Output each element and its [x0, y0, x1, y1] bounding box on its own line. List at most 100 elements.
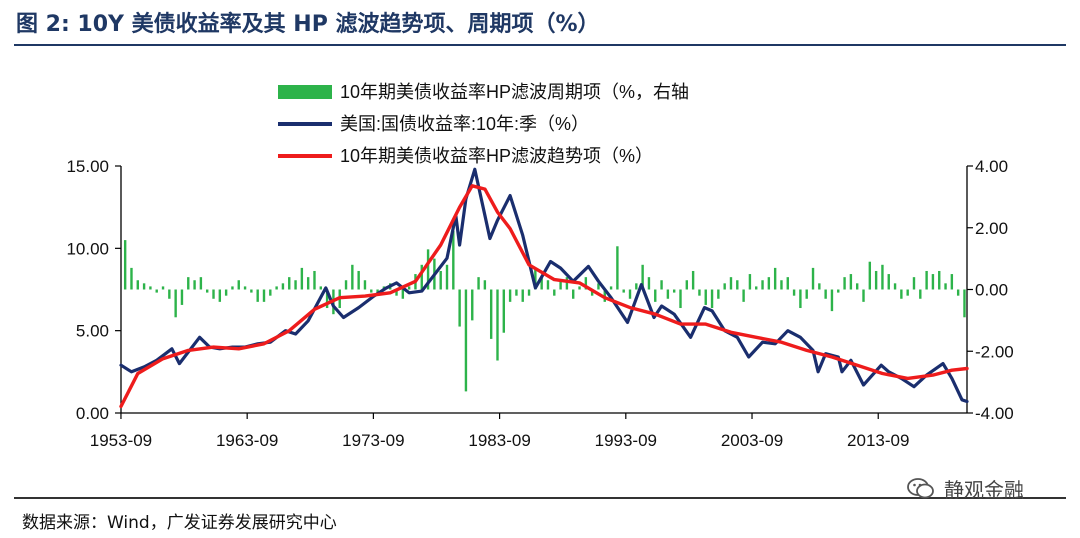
cycle-bar — [483, 280, 487, 290]
right-tick-label: 0.00 — [975, 281, 1008, 300]
cycle-bar — [654, 289, 657, 302]
cycle-bar — [187, 277, 190, 290]
cycle-bar — [767, 277, 771, 290]
cycle-bar — [963, 289, 966, 318]
cycle-bar — [666, 289, 670, 299]
cycle-bar — [527, 289, 531, 296]
cycle-bar — [357, 270, 360, 290]
cycle-bar — [609, 286, 613, 290]
cycle-bar — [243, 286, 247, 290]
x-tick-label: 2013-09 — [847, 431, 909, 450]
left-tick-label: 15.00 — [66, 157, 109, 176]
cycle-bar — [597, 283, 600, 290]
cycle-bar — [773, 267, 777, 290]
legend-item-cycle-label: 10年期美债收益率HP滤波周期项（%，右轴 — [340, 82, 689, 102]
cycle-bar — [647, 277, 651, 290]
cycle-bar — [370, 289, 373, 293]
figure-title: 图 2: 10Y 美债收益率及其 HP 滤波趋势项、周期项（%） — [16, 12, 600, 37]
cycle-bar — [325, 289, 329, 309]
left-tick-label: 0.00 — [76, 404, 109, 423]
cycle-bar — [294, 280, 297, 290]
cycle-bar — [849, 274, 853, 290]
cycle-bar — [818, 283, 821, 290]
cycle-bar — [887, 274, 890, 290]
x-tick-label: 1973-09 — [342, 431, 404, 450]
cycle-bar — [584, 277, 588, 290]
cycle-bar — [786, 277, 789, 290]
cycle-bar — [837, 289, 840, 293]
cycle-bar — [136, 280, 139, 290]
title-divider — [14, 44, 1066, 46]
cycle-bar — [565, 277, 569, 290]
cycle-bar — [193, 280, 196, 290]
cycle-bar — [572, 289, 575, 299]
cycle-bar — [679, 289, 682, 309]
yield-line — [119, 167, 969, 404]
cycle-bar — [199, 277, 203, 290]
cycle-bar — [578, 286, 581, 290]
tick-labels: 0.00 5.00 10.00 15.00 -4.00 -2.00 0.00 2.00 4.00… — [66, 157, 1013, 450]
cycle-bar — [313, 270, 316, 290]
right-tick-label: -4.00 — [975, 404, 1014, 423]
cycle-bar — [906, 289, 909, 296]
cycle-bar — [306, 277, 310, 290]
cycle-bar — [123, 240, 127, 290]
cycle-bar — [489, 289, 493, 339]
cycle-bar — [288, 277, 291, 290]
cycle-bar — [710, 289, 714, 309]
cycle-bar — [262, 289, 266, 302]
cycle-bar — [142, 283, 146, 290]
cycle-bar — [546, 280, 550, 290]
legend-item-trend-label: 10年期美债收益率HP滤波趋势项（%） — [340, 146, 653, 166]
cycle-bar — [224, 289, 228, 296]
cycle-bar — [717, 289, 720, 299]
watermark-text: 静观金融 — [944, 478, 1024, 502]
cycle-bar — [748, 274, 752, 290]
watermark: 静观金融 — [906, 474, 1024, 503]
cycle-bar — [824, 289, 827, 299]
cycle-bar — [799, 289, 802, 309]
source-note: 数据来源：Wind，广发证券发展研究中心 — [22, 513, 337, 533]
x-tick-label: 2003-09 — [721, 431, 783, 450]
cycle-bar — [439, 270, 442, 290]
cycle-bar — [931, 274, 935, 290]
cycle-bar — [761, 280, 764, 290]
cycle-bar — [805, 289, 808, 299]
cycle-bar — [628, 289, 632, 299]
cycle-bar — [893, 283, 897, 290]
cycle-bar — [464, 289, 468, 392]
cycle-bar — [938, 270, 941, 290]
cycle-bar — [363, 280, 367, 290]
chat-bubble-icon — [907, 477, 934, 498]
cycle-bar — [843, 277, 846, 290]
cycle-bar — [862, 289, 865, 302]
cycle-bar — [515, 289, 518, 296]
cycle-bar — [471, 289, 474, 321]
cycle-bar — [559, 280, 562, 290]
cycle-bar — [792, 289, 796, 296]
cycle-bar — [660, 280, 663, 290]
cycle-bar — [218, 289, 222, 302]
cycle-bar — [704, 289, 707, 305]
cycle-bar — [881, 264, 884, 290]
cycle-bar — [281, 283, 285, 290]
cycle-bar — [553, 289, 556, 296]
cycle-bar — [237, 280, 240, 290]
cycle-bar — [780, 280, 783, 290]
cycle-bar — [300, 267, 304, 290]
x-tick-label: 1953-09 — [90, 431, 152, 450]
cycle-bars — [123, 230, 966, 392]
cycle-bar — [161, 286, 165, 290]
cycle-bar — [956, 289, 960, 296]
cycle-bar — [874, 270, 878, 290]
right-tick-label: 2.00 — [975, 219, 1008, 238]
cycle-bar — [168, 289, 171, 299]
x-tick-label: 1963-09 — [216, 431, 278, 450]
cycle-bar — [540, 277, 543, 290]
right-tick-label: 4.00 — [975, 157, 1008, 176]
cycle-bar — [395, 289, 398, 296]
cycle-bar — [900, 289, 903, 299]
cycle-bar — [477, 277, 480, 290]
